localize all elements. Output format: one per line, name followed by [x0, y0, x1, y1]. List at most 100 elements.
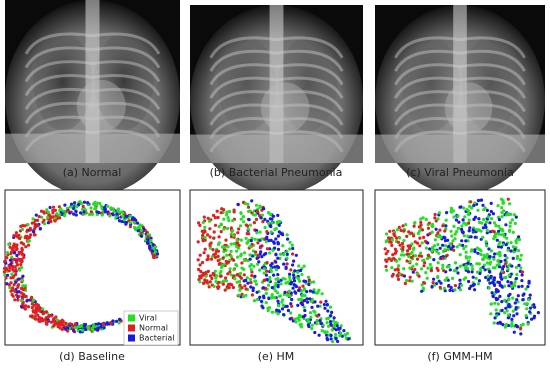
- point: [262, 207, 266, 211]
- point: [60, 318, 64, 322]
- point: [488, 221, 492, 225]
- point: [462, 206, 466, 210]
- point: [105, 204, 110, 208]
- point: [99, 325, 103, 329]
- point: [499, 259, 503, 263]
- point: [514, 265, 519, 269]
- caption: (e) HM: [258, 350, 295, 363]
- point: [294, 253, 298, 257]
- point: [264, 240, 268, 244]
- point: [232, 268, 236, 272]
- point: [261, 286, 265, 290]
- point: [398, 243, 402, 247]
- rib: [24, 74, 93, 97]
- point: [277, 309, 281, 313]
- point: [441, 256, 445, 260]
- point: [467, 218, 471, 222]
- rib: [459, 49, 526, 72]
- point: [274, 289, 278, 293]
- xray-image: [375, 5, 545, 195]
- point: [460, 239, 464, 243]
- lung: [402, 36, 460, 132]
- point: [319, 321, 324, 325]
- point: [524, 287, 528, 291]
- point: [42, 310, 46, 314]
- point: [419, 220, 423, 224]
- point: [446, 238, 450, 242]
- point: [500, 308, 504, 312]
- point: [428, 232, 432, 236]
- point: [53, 219, 57, 223]
- point: [222, 227, 226, 231]
- point: [112, 209, 116, 214]
- point: [241, 215, 245, 219]
- lung: [94, 32, 154, 131]
- point: [271, 214, 276, 218]
- point: [217, 285, 221, 289]
- point: [292, 259, 296, 263]
- point: [198, 223, 202, 227]
- point: [520, 279, 524, 283]
- point: [473, 250, 477, 254]
- point: [489, 217, 494, 221]
- point: [5, 251, 10, 255]
- point: [12, 242, 16, 246]
- point: [501, 266, 505, 270]
- point: [268, 212, 272, 216]
- point: [80, 328, 85, 332]
- point: [432, 244, 437, 248]
- point: [409, 231, 414, 235]
- point: [243, 251, 247, 255]
- point: [276, 277, 280, 281]
- point: [273, 265, 277, 269]
- point: [244, 278, 248, 282]
- point: [497, 218, 501, 222]
- point: [268, 251, 272, 255]
- point: [34, 302, 39, 306]
- point: [154, 245, 158, 249]
- point: [69, 202, 74, 206]
- point: [242, 220, 246, 224]
- point: [312, 309, 316, 313]
- point: [59, 207, 63, 211]
- point: [300, 272, 304, 277]
- point: [276, 291, 280, 295]
- point: [262, 267, 266, 271]
- point: [496, 302, 500, 306]
- point: [270, 294, 274, 298]
- point: [406, 244, 410, 248]
- point: [505, 309, 509, 313]
- point: [269, 224, 273, 229]
- point: [196, 240, 200, 244]
- point: [418, 244, 422, 248]
- point: [30, 302, 34, 306]
- point: [399, 253, 404, 257]
- point: [450, 234, 454, 238]
- point: [146, 240, 150, 245]
- point: [405, 279, 409, 283]
- point: [277, 223, 281, 227]
- point: [454, 218, 458, 222]
- point: [273, 296, 277, 300]
- point: [485, 244, 489, 248]
- point: [417, 225, 421, 229]
- point: [289, 280, 294, 284]
- point: [494, 232, 498, 236]
- point: [458, 243, 462, 247]
- point: [347, 337, 351, 341]
- point: [239, 211, 243, 215]
- point: [82, 200, 87, 204]
- point: [343, 333, 347, 337]
- point: [433, 238, 437, 242]
- point: [419, 217, 423, 221]
- point: [201, 231, 206, 235]
- point: [146, 237, 150, 241]
- point: [100, 213, 104, 217]
- point: [97, 210, 101, 215]
- point: [506, 267, 510, 271]
- rib: [92, 60, 161, 83]
- point: [275, 220, 279, 224]
- point: [212, 284, 216, 288]
- rib: [276, 90, 344, 113]
- rib: [276, 49, 344, 72]
